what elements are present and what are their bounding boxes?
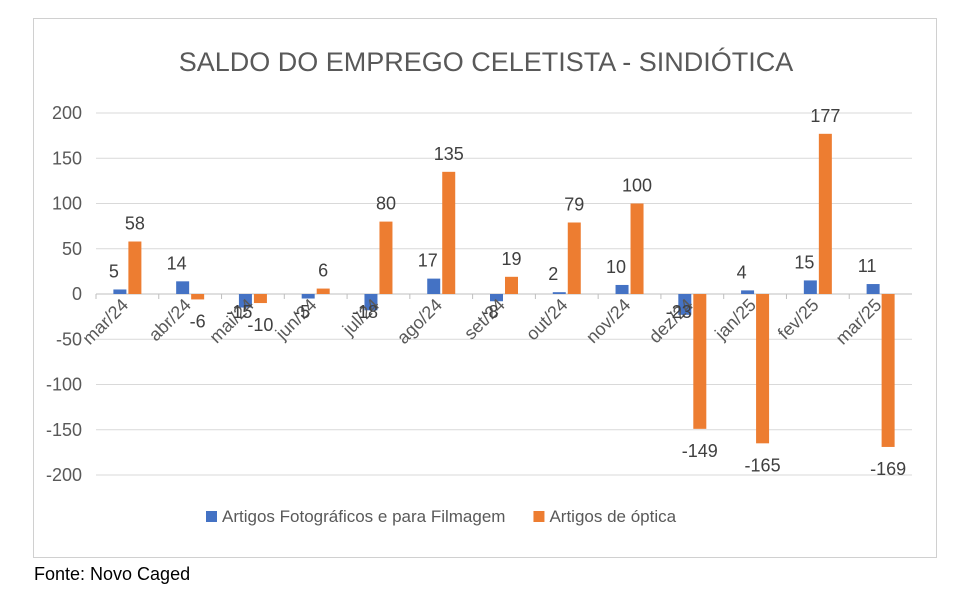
data-label: -10 bbox=[247, 315, 273, 335]
bar-optica bbox=[505, 276, 518, 294]
bar-fotograficos bbox=[741, 290, 755, 294]
bar-optica bbox=[693, 294, 707, 429]
bar-optica bbox=[128, 241, 142, 294]
bar-optica bbox=[253, 294, 267, 304]
bar-fotograficos bbox=[238, 294, 252, 308]
data-label: 100 bbox=[622, 176, 652, 196]
x-tick-label: fev/25 bbox=[774, 295, 823, 344]
y-tick-label: 100 bbox=[52, 194, 82, 214]
legend-label-fotograficos: Artigos Fotográficos e para Filmagem bbox=[222, 507, 505, 526]
x-tick-label: out/24 bbox=[522, 295, 572, 345]
data-label: 79 bbox=[564, 195, 584, 215]
y-tick-label: -100 bbox=[46, 375, 82, 395]
bar-fotograficos bbox=[364, 294, 378, 311]
data-label: 58 bbox=[125, 214, 145, 234]
y-tick-label: 50 bbox=[62, 239, 82, 259]
y-tick-label: -200 bbox=[46, 465, 82, 485]
bar-fotograficos bbox=[490, 294, 503, 302]
legend-swatch-optica bbox=[533, 511, 545, 522]
bar-fotograficos bbox=[427, 278, 441, 294]
y-tick-label: -50 bbox=[56, 329, 82, 349]
bar-optica bbox=[630, 203, 644, 294]
bar-optica bbox=[316, 288, 330, 294]
bar-fotograficos bbox=[301, 294, 315, 299]
chart-title: SALDO DO EMPREGO CELETISTA - SINDIÓTICA bbox=[179, 46, 794, 77]
bar-fotograficos bbox=[803, 280, 817, 294]
chart-frame: SALDO DO EMPREGO CELETISTA - SINDIÓTICA … bbox=[33, 18, 937, 558]
x-tick-label: ago/24 bbox=[393, 295, 446, 348]
bar-optica bbox=[567, 222, 581, 294]
data-label: 11 bbox=[858, 256, 877, 276]
bar-optica bbox=[756, 294, 770, 444]
data-label: 19 bbox=[501, 249, 521, 269]
data-label: -169 bbox=[870, 459, 906, 479]
data-label: -23 bbox=[666, 302, 692, 322]
data-label: 17 bbox=[418, 251, 438, 271]
source-note: Fonte: Novo Caged bbox=[34, 564, 191, 584]
x-tick-label: jan/25 bbox=[710, 295, 760, 345]
data-label: 15 bbox=[794, 252, 814, 272]
data-label: 177 bbox=[810, 106, 840, 126]
bar-optica bbox=[379, 221, 393, 294]
data-label: -6 bbox=[190, 311, 206, 331]
data-label: 80 bbox=[376, 194, 396, 214]
bar-fotograficos bbox=[552, 292, 566, 294]
data-label: 6 bbox=[318, 261, 328, 281]
data-label: -8 bbox=[482, 302, 498, 322]
data-label: -18 bbox=[352, 302, 378, 322]
bar-fotograficos bbox=[866, 284, 880, 294]
legend-swatch-fotograficos bbox=[206, 511, 217, 522]
bar-fotograficos bbox=[615, 284, 629, 294]
data-label: 14 bbox=[167, 253, 187, 273]
data-label: -5 bbox=[294, 302, 310, 322]
y-tick-label: 0 bbox=[72, 284, 82, 304]
data-label: 2 bbox=[548, 264, 558, 284]
data-label: -165 bbox=[745, 455, 781, 475]
bar-optica bbox=[442, 171, 456, 294]
bar-optica bbox=[818, 133, 832, 294]
bar-chart: SALDO DO EMPREGO CELETISTA - SINDIÓTICA … bbox=[46, 46, 912, 526]
bar-fotograficos bbox=[678, 294, 692, 315]
y-tick-label: 200 bbox=[52, 103, 82, 123]
bar-fotograficos bbox=[113, 289, 127, 294]
x-tick-label: abr/24 bbox=[145, 295, 195, 345]
data-label: 5 bbox=[109, 261, 119, 281]
y-tick-label: -150 bbox=[46, 420, 82, 440]
data-label: -149 bbox=[682, 441, 718, 461]
bar-optica bbox=[191, 294, 205, 300]
bar-optica bbox=[881, 294, 895, 447]
bar-fotograficos bbox=[176, 281, 190, 294]
x-tick-label: mar/25 bbox=[832, 295, 886, 349]
legend-label-optica: Artigos de óptica bbox=[549, 507, 676, 526]
data-label: 135 bbox=[434, 144, 464, 164]
data-label: 4 bbox=[737, 262, 747, 282]
data-label: 10 bbox=[606, 257, 626, 277]
y-tick-label: 150 bbox=[52, 148, 82, 168]
x-tick-label: mar/24 bbox=[78, 295, 132, 349]
data-label: -15 bbox=[226, 302, 252, 322]
